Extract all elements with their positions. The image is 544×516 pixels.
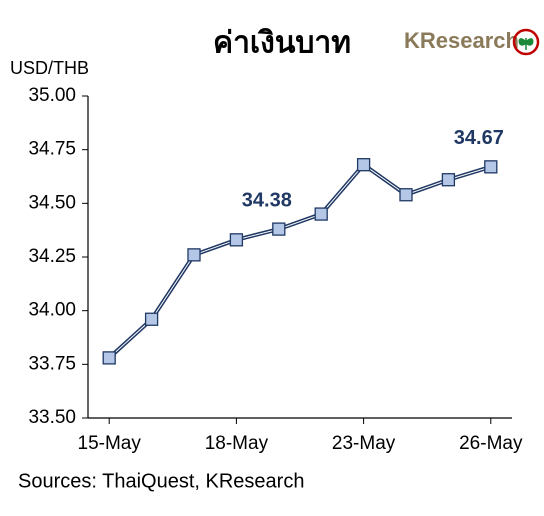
marker: [144, 312, 159, 326]
x-tick-label: 15-May: [78, 433, 142, 454]
marker: [229, 233, 244, 247]
y-tick-label: 34.25: [28, 246, 76, 267]
y-tick-label: 34.75: [28, 139, 76, 160]
y-tick-label: 33.50: [28, 407, 76, 428]
data-label: 34.67: [454, 127, 504, 149]
y-axis-label: USD/THB: [10, 58, 89, 78]
series-line: [107, 162, 492, 360]
marker: [399, 188, 413, 202]
series-line-inner: [108, 164, 491, 359]
data-label: 34.38: [242, 189, 292, 211]
marker: [187, 248, 201, 262]
x-tick-label: 23-May: [332, 433, 396, 454]
chart-title: ค่าเงินบาท: [213, 26, 351, 61]
marker: [314, 207, 328, 221]
marker: [356, 158, 371, 172]
y-tick-label: 34.50: [28, 192, 76, 213]
marker: [484, 160, 498, 174]
x-tick-label: 18-May: [205, 433, 269, 454]
logo: KResearch: [404, 28, 519, 53]
x-tick-label: 26-May: [459, 433, 523, 454]
logo-icon: [512, 28, 540, 56]
y-tick-label: 34.00: [28, 300, 76, 321]
y-tick-label: 35.00: [28, 85, 76, 106]
marker: [441, 173, 456, 187]
marker: [102, 351, 116, 365]
marker: [272, 222, 286, 236]
source-note: Sources: ThaiQuest, KResearch: [18, 470, 304, 492]
y-tick-label: 33.75: [28, 353, 76, 374]
